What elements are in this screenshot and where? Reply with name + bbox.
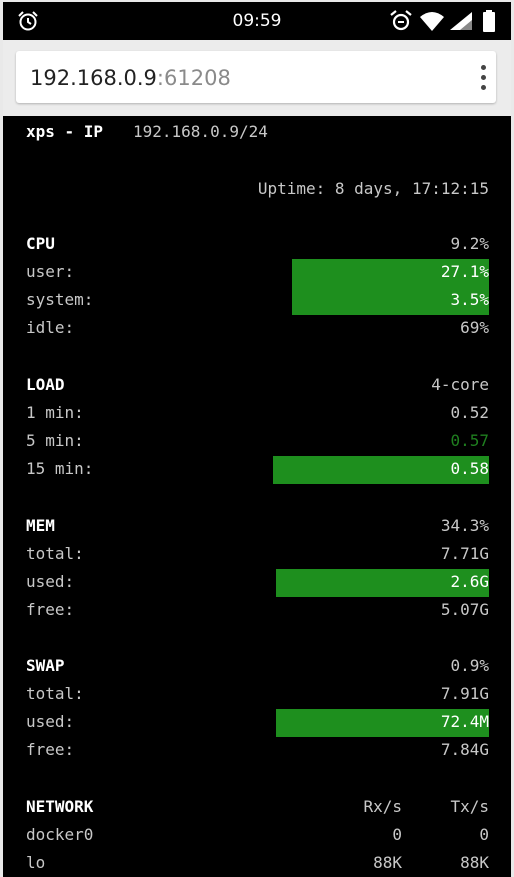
url-host: 192.168.0.9 — [30, 66, 157, 90]
cpu-system-row: system: 3.5% — [26, 287, 489, 315]
cpu-user-value: 27.1% — [440, 262, 489, 281]
alarm-icon — [389, 10, 413, 36]
swap-used-row: used: 72.4M — [26, 709, 489, 737]
signal-icon — [450, 12, 472, 34]
cpu-system-value: 3.5% — [450, 290, 489, 309]
cpu-title: CPU — [26, 234, 55, 253]
load-1min-label: 1 min: — [26, 403, 84, 422]
swap-title: SWAP — [26, 656, 65, 675]
mem-total-value: 7.71G — [440, 544, 489, 563]
load-15min-value: 0.58 — [450, 459, 489, 478]
host-line: xps - IP 192.168.0.9/24 — [26, 120, 489, 144]
network-rx: 0 — [392, 825, 402, 844]
cpu-user-label: user: — [26, 262, 75, 281]
load-5min-row: 5 min: 0.57 — [26, 429, 489, 453]
network-title: NETWORK — [26, 797, 94, 816]
status-bar: 09:59 — [3, 2, 511, 40]
overflow-menu-icon[interactable] — [481, 65, 487, 91]
cpu-system-highlight — [292, 287, 489, 315]
url-text[interactable]: 192.168.0.9:61208 — [30, 66, 231, 90]
load-1min-value: 0.52 — [450, 403, 489, 422]
swap-used-highlight — [276, 709, 489, 737]
cpu-idle-row: idle: 69% — [26, 316, 489, 340]
phone-screen: 09:59 192.168.0.9:61208 xps - IP 192.168… — [3, 2, 511, 877]
swap-percent: 0.9% — [450, 656, 489, 675]
mem-free-row: free: 5.07G — [26, 598, 489, 622]
mem-free-value: 5.07G — [440, 600, 489, 619]
load-5min-value: 0.57 — [450, 431, 489, 450]
network-tx: 88K — [460, 853, 489, 872]
swap-used-label: used: — [26, 712, 75, 731]
cpu-idle-value: 69% — [460, 318, 489, 337]
alarm-icon — [17, 10, 39, 36]
cpu-idle-label: idle: — [26, 318, 75, 337]
load-15min-highlight — [273, 456, 489, 484]
cpu-system-label: system: — [26, 290, 94, 309]
mem-used-highlight — [276, 569, 489, 597]
cpu-header: CPU 9.2% — [26, 232, 489, 256]
load-15min-label: 15 min: — [26, 459, 94, 478]
mem-percent: 34.3% — [440, 516, 489, 535]
load-title: LOAD — [26, 375, 65, 394]
network-header: NETWORK Rx/s Tx/s — [26, 795, 489, 819]
battery-icon — [483, 10, 495, 36]
load-header: LOAD 4-core — [26, 373, 489, 397]
swap-free-value: 7.84G — [440, 740, 489, 759]
load-5min-label: 5 min: — [26, 431, 84, 450]
mem-title: MEM — [26, 516, 55, 535]
network-iface: lo — [26, 853, 46, 872]
url-port: :61208 — [156, 66, 231, 90]
swap-total-row: total: 7.91G — [26, 682, 489, 706]
mem-used-row: used: 2.6G — [26, 569, 489, 597]
load-cores: 4-core — [431, 375, 489, 394]
host-label: xps - IP — [26, 122, 104, 141]
network-row: docker0 0 0 — [26, 823, 489, 847]
swap-header: SWAP 0.9% — [26, 654, 489, 678]
cpu-total: 9.2% — [450, 234, 489, 253]
swap-free-row: free: 7.84G — [26, 738, 489, 762]
network-rx-header: Rx/s — [363, 797, 402, 816]
network-tx: 0 — [479, 825, 489, 844]
browser-toolbar: 192.168.0.9:61208 — [3, 40, 511, 116]
load-1min-row: 1 min: 0.52 — [26, 401, 489, 425]
network-tx-header: Tx/s — [450, 797, 489, 816]
uptime-line: Uptime: 8 days, 17:12:15 — [26, 177, 489, 201]
network-rx: 88K — [373, 853, 402, 872]
swap-total-label: total: — [26, 684, 84, 703]
swap-free-label: free: — [26, 740, 75, 759]
cpu-user-row: user: 27.1% — [26, 259, 489, 287]
swap-used-value: 72.4M — [440, 712, 489, 731]
mem-used-label: used: — [26, 572, 75, 591]
uptime: Uptime: 8 days, 17:12:15 — [257, 179, 489, 198]
swap-total-value: 7.91G — [440, 684, 489, 703]
mem-total-label: total: — [26, 544, 84, 563]
mem-header: MEM 34.3% — [26, 514, 489, 538]
clock: 09:59 — [232, 11, 282, 31]
network-iface: docker0 — [26, 825, 94, 844]
mem-used-value: 2.6G — [450, 572, 489, 591]
address-bar[interactable]: 192.168.0.9:61208 — [16, 51, 496, 103]
mem-free-label: free: — [26, 600, 75, 619]
cpu-user-highlight — [292, 259, 489, 287]
network-row: lo 88K 88K — [26, 851, 489, 875]
wifi-icon — [419, 11, 445, 35]
mem-total-row: total: 7.71G — [26, 542, 489, 566]
load-15min-row: 15 min: 0.58 — [26, 456, 489, 484]
host-ip: 192.168.0.9/24 — [133, 122, 268, 141]
glances-output: xps - IP 192.168.0.9/24 Uptime: 8 days, … — [3, 116, 511, 877]
